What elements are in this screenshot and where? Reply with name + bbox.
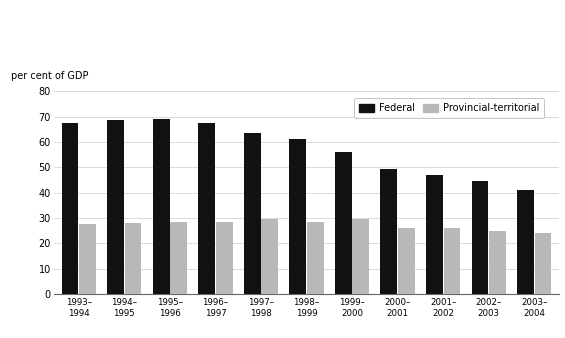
Bar [261, 219, 278, 294]
Bar [534, 233, 551, 294]
Bar [125, 223, 141, 294]
Bar [289, 139, 306, 294]
Bar [380, 169, 397, 294]
Text: per cent of GDP: per cent of GDP [11, 71, 88, 81]
Bar [398, 228, 415, 294]
Bar [62, 123, 79, 294]
Bar [198, 123, 215, 294]
Bar [426, 175, 443, 294]
Bar [353, 219, 370, 294]
Bar [170, 222, 187, 294]
Bar [307, 222, 324, 294]
Bar [517, 190, 534, 294]
Bar [216, 222, 233, 294]
Bar [489, 231, 506, 294]
Bar [107, 120, 124, 294]
Bar [79, 224, 96, 294]
Legend: Federal, Provincial-territorial: Federal, Provincial-territorial [354, 98, 544, 118]
Text: (Public Accounts Basis): (Public Accounts Basis) [8, 48, 129, 58]
Bar [244, 133, 260, 294]
Text: Federal and Provincial-Territorial Debt: Federal and Provincial-Territorial Debt [8, 15, 275, 28]
Bar [444, 228, 460, 294]
Bar [153, 119, 170, 294]
Bar [472, 181, 488, 294]
Bar [335, 152, 352, 294]
